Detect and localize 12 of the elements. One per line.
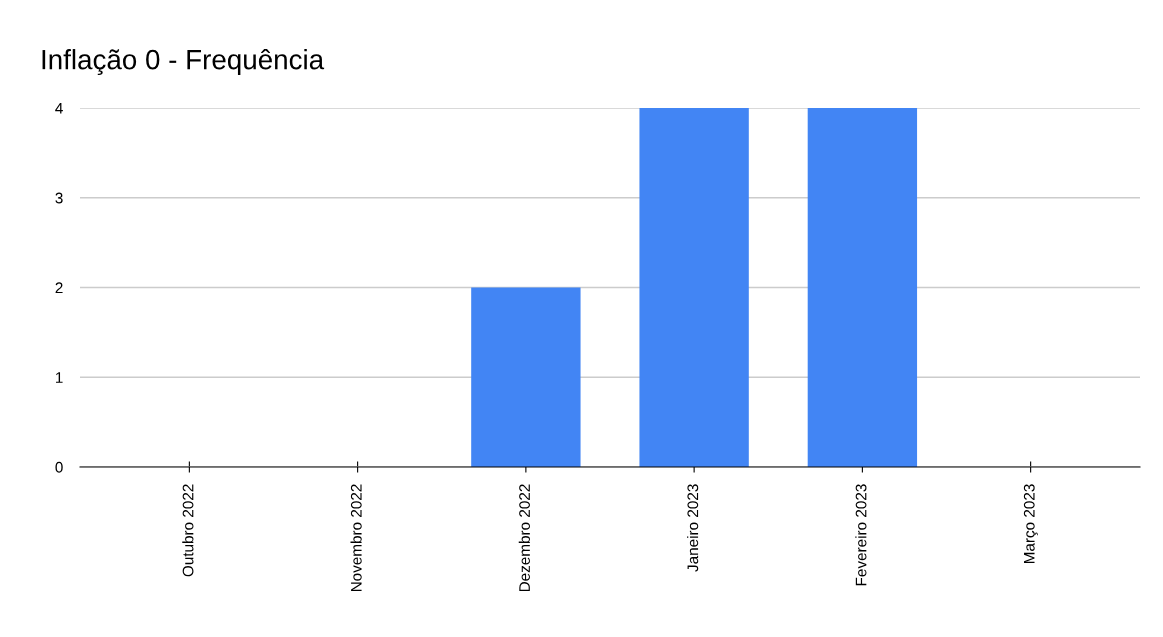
x-tick-label: Outubro 2022: [182, 484, 194, 577]
x-tick-label: Fevereiro 2023: [855, 484, 867, 586]
x-tick-label: Janeiro 2023: [687, 484, 699, 572]
chart-title: Inflação 0 - Frequência: [42, 48, 325, 76]
x-tick-label: Dezembro 2022: [518, 484, 530, 592]
y-tick-label: 1: [56, 372, 63, 383]
y-tick-label: 2: [55, 282, 63, 294]
x-tick-label: Novembro 2022: [350, 484, 362, 592]
y-tick-label: 0: [55, 461, 63, 473]
y-tick-label: 4: [55, 103, 63, 114]
x-tick-label: Março 2023: [1023, 484, 1038, 564]
y-tick-label: 3: [55, 192, 63, 204]
